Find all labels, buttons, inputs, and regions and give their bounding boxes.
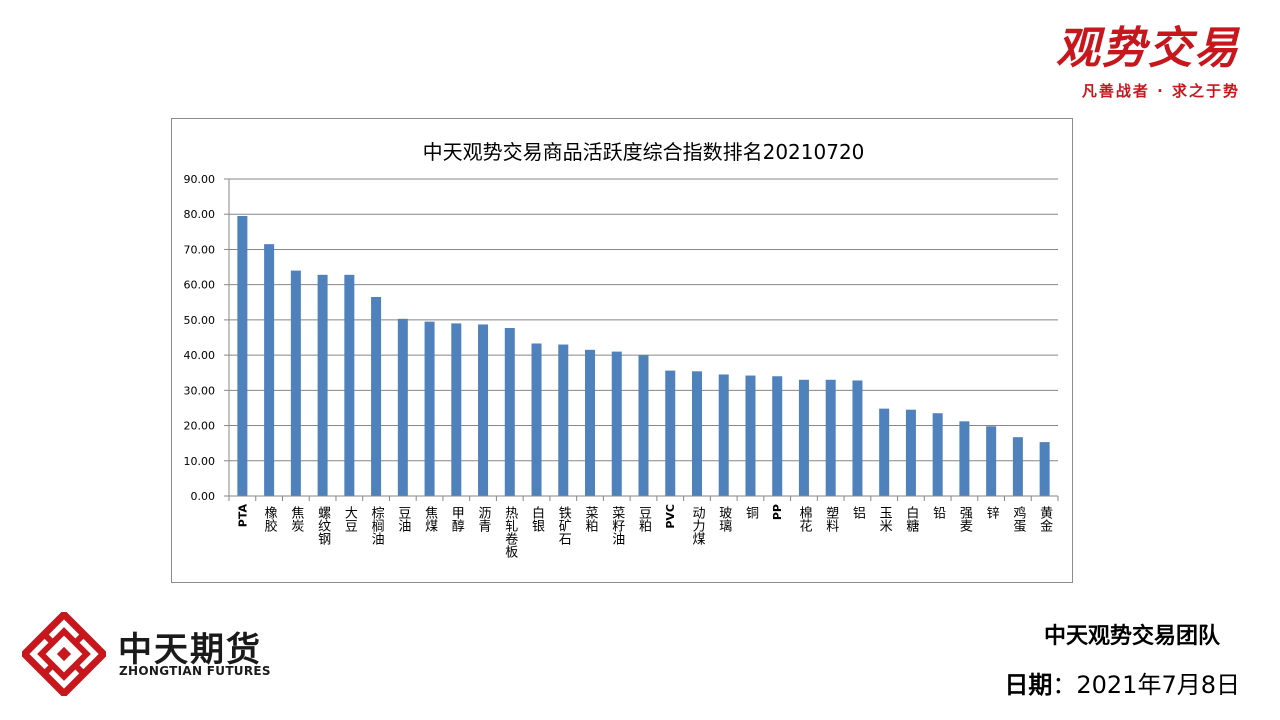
date-separator: ： xyxy=(1052,671,1077,699)
x-category-label: 沥青 xyxy=(476,506,492,532)
bar xyxy=(772,376,783,496)
bar-chart: 中天观势交易商品活跃度综合指数排名20210720 0.00 10.00 20.00 3… xyxy=(184,140,1059,559)
x-category-label: 菜籽油 xyxy=(609,506,625,545)
y-tick-label: 10.00 xyxy=(184,455,216,468)
x-category-label: 菜粕 xyxy=(583,506,599,532)
bar xyxy=(451,323,462,496)
date-label: 日期 xyxy=(1004,671,1053,699)
bar xyxy=(531,343,542,496)
bar xyxy=(397,318,408,496)
bar xyxy=(344,274,355,496)
x-category-label: 玻璃 xyxy=(716,506,732,532)
x-category-label: 白银 xyxy=(529,505,545,532)
x-category-label: 热轧卷板 xyxy=(502,506,517,559)
x-category-label: 动力煤 xyxy=(689,506,705,545)
x-category-label: 豆油 xyxy=(395,506,411,532)
chart-container: 中天观势交易商品活跃度综合指数排名20210720 0.00 10.00 20.00 3… xyxy=(171,118,1073,583)
bar xyxy=(691,371,702,496)
y-tick-label: 60.00 xyxy=(184,279,216,292)
bar xyxy=(905,409,916,496)
bar xyxy=(424,321,435,496)
y-tick-label: 30.00 xyxy=(184,384,216,397)
x-category-label: 橡胶 xyxy=(262,506,278,533)
x-category-label: 焦炭 xyxy=(288,506,304,533)
x-category-label: 锌 xyxy=(984,506,1000,519)
bar xyxy=(718,374,729,496)
y-tick-label: 70.00 xyxy=(184,243,216,256)
brand-slogan: 凡善战者 · 求之于势 xyxy=(1081,82,1240,100)
x-category-label: 棕榈油 xyxy=(369,506,385,545)
x-category-label: 铅 xyxy=(930,506,946,519)
x-category-label: 白糖 xyxy=(903,505,919,533)
x-category-label: PTA xyxy=(236,504,249,528)
bar xyxy=(932,413,943,496)
bar xyxy=(745,375,756,496)
x-category-label: 棉花 xyxy=(796,506,812,533)
x-category-label: 塑料 xyxy=(823,506,839,532)
x-category-label: 黄金 xyxy=(1037,506,1053,532)
company-logo: 中天期货 ZHONGTIAN FUTURES xyxy=(22,612,282,698)
x-category-label: 铜 xyxy=(743,506,759,519)
y-tick-label: 50.00 xyxy=(184,314,216,327)
x-category-label: 甲醇 xyxy=(449,506,465,532)
bar xyxy=(986,426,997,496)
bar xyxy=(371,296,382,496)
bar xyxy=(798,379,809,496)
bar xyxy=(585,349,596,496)
company-name-en: ZHONGTIAN FUTURES xyxy=(119,664,271,678)
bar xyxy=(852,380,863,496)
bar xyxy=(638,355,649,496)
zhongtian-knot-logo-icon xyxy=(22,612,106,696)
y-tick-label: 90.00 xyxy=(184,173,216,186)
bar xyxy=(959,421,970,496)
bar xyxy=(504,327,515,496)
y-tick-label: 80.00 xyxy=(184,208,216,221)
brand-logo: 观势交易 凡善战者 · 求之于势 xyxy=(1030,22,1240,112)
team-name: 中天观势交易团队 xyxy=(1043,624,1220,649)
bar xyxy=(317,274,328,496)
x-category-label: 大豆 xyxy=(342,506,358,532)
y-tick-label: 20.00 xyxy=(184,420,216,433)
company-name-cn: 中天期货 xyxy=(118,630,262,670)
x-category-label: 鸡蛋 xyxy=(1010,505,1026,533)
bar xyxy=(1039,442,1050,496)
chart-title: 中天观势交易商品活跃度综合指数排名20210720 xyxy=(423,140,865,164)
bar xyxy=(879,408,890,496)
x-category-label: 强麦 xyxy=(957,506,973,532)
date-value: 2021年7月8日 xyxy=(1076,671,1240,699)
x-category-label: 螺纹钢 xyxy=(315,506,331,546)
y-tick-label: 0.00 xyxy=(191,490,216,503)
bar xyxy=(264,244,275,496)
bar xyxy=(237,215,248,496)
bar xyxy=(478,324,489,496)
x-category-label: 玉米 xyxy=(877,506,893,532)
bar xyxy=(1012,437,1023,496)
x-category-label: 铁矿石 xyxy=(556,506,572,545)
x-category-label: PVC xyxy=(664,504,677,529)
bar xyxy=(290,270,301,496)
bar xyxy=(558,344,569,496)
bar xyxy=(611,351,622,496)
report-date: 日期：2021年7月8日 xyxy=(1004,665,1240,700)
bar xyxy=(825,379,836,496)
brand-name: 观势交易 xyxy=(1056,23,1240,74)
y-tick-label: 40.00 xyxy=(184,349,216,362)
x-category-label: 焦煤 xyxy=(422,506,438,532)
x-category-label: PP xyxy=(771,504,784,520)
x-category-label: 豆粕 xyxy=(636,506,652,532)
x-category-label: 铝 xyxy=(850,506,866,519)
bar xyxy=(665,370,676,496)
